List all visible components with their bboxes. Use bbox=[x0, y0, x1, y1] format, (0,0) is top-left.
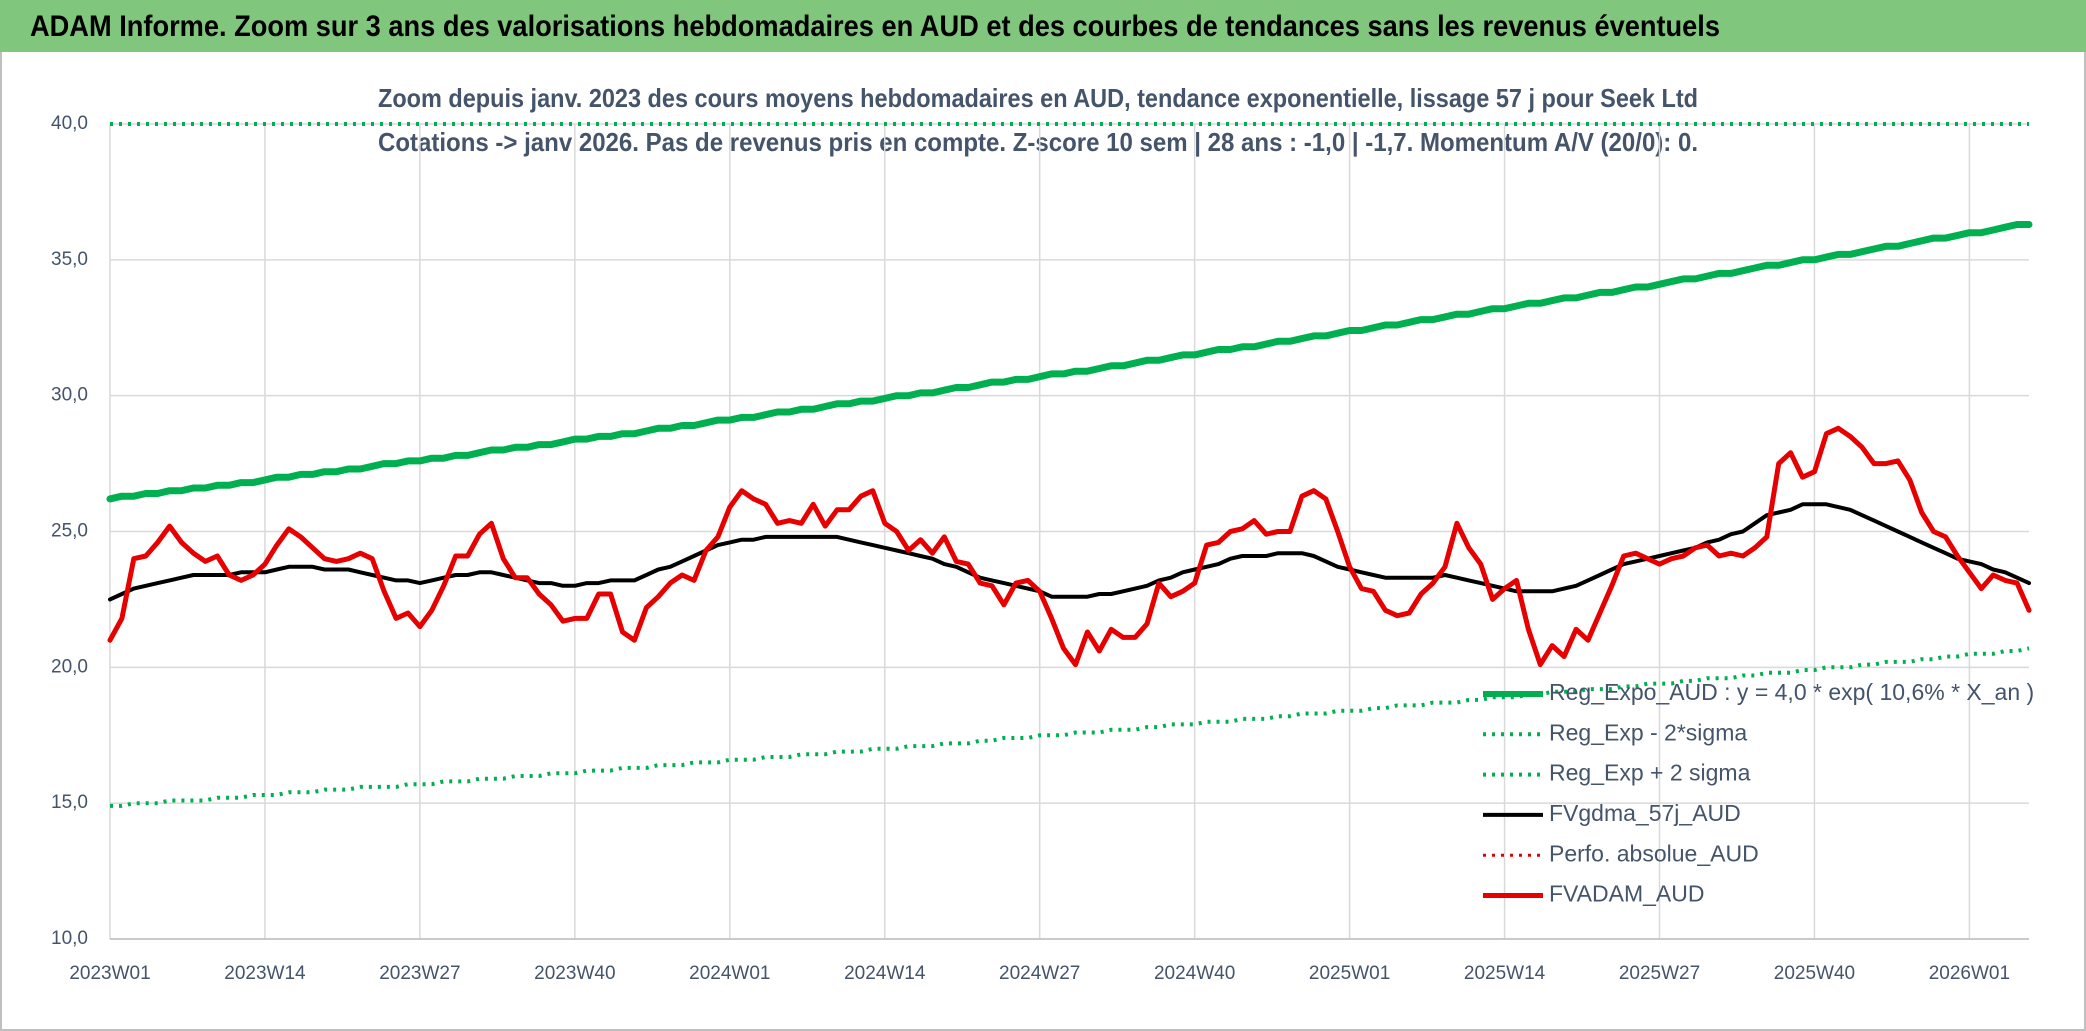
series-line bbox=[108, 502, 2031, 602]
x-tick-label: 2024W40 bbox=[1154, 963, 1235, 984]
legend-label: FVgdma_57j_AUD bbox=[1549, 800, 1741, 826]
legend-label: FVADAM_AUD bbox=[1549, 881, 1705, 907]
x-tick-label: 2023W14 bbox=[224, 963, 306, 984]
x-tick-label: 2023W40 bbox=[534, 963, 615, 984]
x-tick-label: 2024W14 bbox=[844, 963, 926, 984]
y-tick-label: 10,0 bbox=[51, 928, 88, 949]
x-tick-label: 2024W27 bbox=[999, 963, 1080, 984]
chart-subtitle: Cotations -> janv 2026. Pas de revenus p… bbox=[378, 127, 1698, 157]
x-tick-label: 2025W14 bbox=[1464, 963, 1546, 984]
x-tick-label: 2026W01 bbox=[1929, 963, 2010, 984]
series-line bbox=[106, 221, 2033, 503]
x-tick-label: 2025W01 bbox=[1309, 963, 1390, 984]
y-tick-label: 25,0 bbox=[51, 521, 88, 542]
x-tick-label: 2025W27 bbox=[1619, 963, 1700, 984]
y-tick-label: 40,0 bbox=[51, 113, 88, 134]
y-tick-label: 35,0 bbox=[51, 249, 88, 270]
chart-subtitle: Zoom depuis janv. 2023 des cours moyens … bbox=[378, 83, 1698, 113]
y-tick-label: 20,0 bbox=[51, 656, 88, 677]
x-tick-label: 2025W40 bbox=[1774, 963, 1855, 984]
y-tick-label: 15,0 bbox=[51, 792, 88, 813]
series-line bbox=[110, 646, 2030, 808]
y-tick-label: 30,0 bbox=[51, 385, 88, 406]
legend-label: Reg_Expo_AUD : y = 4,0 * exp( 10,6% * X_… bbox=[1549, 679, 2034, 705]
header-band bbox=[0, 0, 2086, 52]
legend-label: Reg_Exp - 2*sigma bbox=[1549, 719, 1747, 745]
chart-title: ADAM Informe. Zoom sur 3 ans des valoris… bbox=[30, 10, 1720, 43]
x-tick-label: 2023W27 bbox=[379, 963, 460, 984]
x-tick-label: 2023W01 bbox=[69, 963, 150, 984]
series-line bbox=[107, 425, 2032, 668]
legend-label: Reg_Exp + 2 sigma bbox=[1549, 760, 1751, 786]
x-tick-label: 2024W01 bbox=[689, 963, 770, 984]
legend-label: Perfo. absolue_AUD bbox=[1549, 840, 1759, 866]
